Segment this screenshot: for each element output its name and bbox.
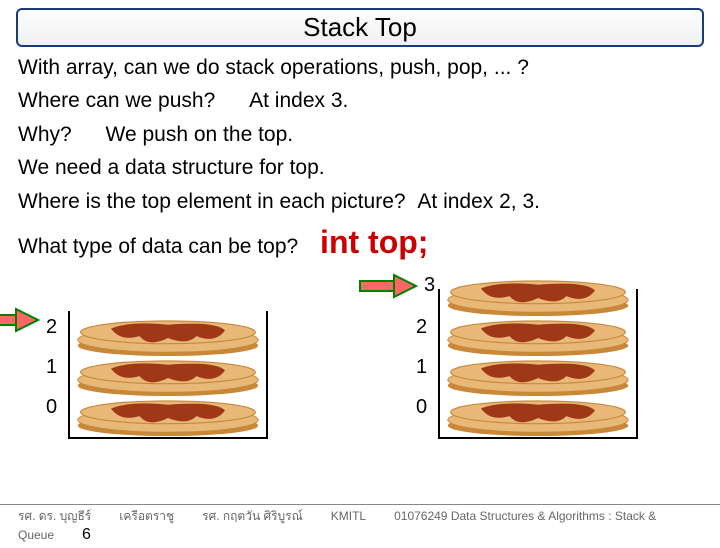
left-stack: 2 1 0 bbox=[68, 311, 268, 439]
line-1: With array, can we do stack operations, … bbox=[18, 53, 702, 82]
line-3: Why? We push on the top. bbox=[18, 120, 702, 149]
line-6: What type of data can be top? int top; bbox=[18, 220, 702, 265]
line-4: We need a data structure for top. bbox=[18, 153, 702, 182]
right-idx-1: 1 bbox=[416, 353, 427, 381]
footer-author-2: เครือตราชู bbox=[119, 507, 174, 526]
pancake-icon bbox=[442, 359, 634, 397]
stacks-area: 3 2 1 0 2 1 0 bbox=[18, 269, 702, 439]
right-idx-2: 2 bbox=[416, 313, 427, 341]
slide-footer: รศ. ดร. บุญธีร์ เครือตราชู รศ. กฤตวัน ศิ… bbox=[0, 504, 720, 544]
left-idx-2: 2 bbox=[46, 313, 57, 341]
pancake-icon bbox=[442, 319, 634, 357]
line-3-a: We push on the top. bbox=[106, 120, 294, 149]
pancake-icon bbox=[72, 319, 264, 357]
int-top-label: int top; bbox=[320, 224, 428, 260]
slide-body: With array, can we do stack operations, … bbox=[0, 51, 720, 439]
arrow-right-icon bbox=[358, 273, 418, 299]
line-2-a: At index 3. bbox=[249, 86, 348, 115]
line-5-q: Where is the top element in each picture… bbox=[18, 187, 406, 216]
line-3-q: Why? bbox=[18, 120, 72, 149]
pancake-icon bbox=[442, 399, 634, 437]
line-2: Where can we push? At index 3. bbox=[18, 86, 702, 115]
right-idx-0: 0 bbox=[416, 393, 427, 421]
right-stack-box bbox=[438, 289, 638, 439]
left-stack-box bbox=[68, 311, 268, 439]
left-idx-0: 0 bbox=[46, 393, 57, 421]
footer-course: 01076249 Data Structures & Algorithms : … bbox=[394, 509, 656, 523]
right-stack: 2 1 0 bbox=[438, 289, 638, 439]
pancake-icon bbox=[72, 359, 264, 397]
line-5-a: At index 2, 3. bbox=[417, 190, 540, 213]
footer-author-3: รศ. กฤตวัน ศิริบูรณ์ bbox=[202, 507, 303, 526]
line-6-q: What type of data can be top? bbox=[18, 232, 298, 261]
index-3-label: 3 bbox=[424, 271, 435, 299]
slide-title: Stack Top bbox=[16, 8, 704, 47]
left-idx-1: 1 bbox=[46, 353, 57, 381]
line-5: Where is the top element in each picture… bbox=[18, 187, 702, 216]
pancake-icon bbox=[72, 399, 264, 437]
pancake-icon bbox=[442, 279, 634, 317]
arrow-left-icon bbox=[0, 307, 40, 333]
page-number: 6 bbox=[82, 526, 91, 544]
footer-author-1: รศ. ดร. บุญธีร์ bbox=[18, 507, 91, 526]
line-2-q: Where can we push? bbox=[18, 86, 215, 115]
footer-inst: KMITL bbox=[331, 509, 366, 523]
